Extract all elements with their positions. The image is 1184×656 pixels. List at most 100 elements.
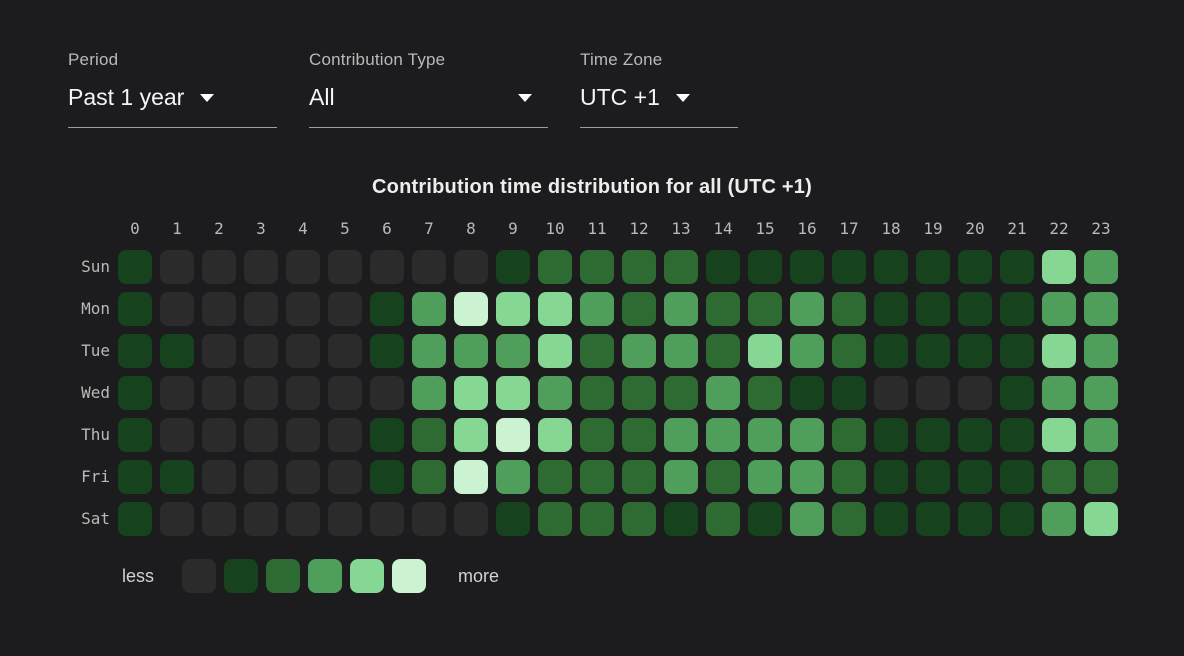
heatmap-cell[interactable]	[1084, 250, 1118, 284]
heatmap-cell[interactable]	[118, 292, 152, 326]
heatmap-cell[interactable]	[202, 292, 236, 326]
heatmap-cell[interactable]	[118, 502, 152, 536]
heatmap-cell[interactable]	[1084, 418, 1118, 452]
heatmap-cell[interactable]	[916, 250, 950, 284]
heatmap-cell[interactable]	[370, 460, 404, 494]
heatmap-cell[interactable]	[832, 376, 866, 410]
heatmap-cell[interactable]	[1000, 250, 1034, 284]
heatmap-cell[interactable]	[286, 376, 320, 410]
heatmap-cell[interactable]	[580, 334, 614, 368]
heatmap-cell[interactable]	[328, 418, 362, 452]
heatmap-cell[interactable]	[916, 418, 950, 452]
heatmap-cell[interactable]	[916, 460, 950, 494]
heatmap-cell[interactable]	[958, 418, 992, 452]
heatmap-cell[interactable]	[916, 334, 950, 368]
heatmap-cell[interactable]	[160, 376, 194, 410]
heatmap-cell[interactable]	[790, 502, 824, 536]
heatmap-cell[interactable]	[328, 460, 362, 494]
heatmap-cell[interactable]	[412, 502, 446, 536]
heatmap-cell[interactable]	[328, 292, 362, 326]
heatmap-cell[interactable]	[664, 418, 698, 452]
heatmap-cell[interactable]	[664, 460, 698, 494]
heatmap-cell[interactable]	[1042, 502, 1076, 536]
heatmap-cell[interactable]	[832, 502, 866, 536]
heatmap-cell[interactable]	[664, 376, 698, 410]
heatmap-cell[interactable]	[748, 460, 782, 494]
heatmap-cell[interactable]	[580, 418, 614, 452]
heatmap-cell[interactable]	[1000, 460, 1034, 494]
heatmap-cell[interactable]	[1042, 334, 1076, 368]
heatmap-cell[interactable]	[706, 334, 740, 368]
heatmap-cell[interactable]	[454, 418, 488, 452]
heatmap-cell[interactable]	[1084, 334, 1118, 368]
heatmap-cell[interactable]	[412, 460, 446, 494]
heatmap-cell[interactable]	[580, 502, 614, 536]
heatmap-cell[interactable]	[874, 292, 908, 326]
heatmap-cell[interactable]	[118, 376, 152, 410]
heatmap-cell[interactable]	[790, 334, 824, 368]
heatmap-cell[interactable]	[454, 502, 488, 536]
heatmap-cell[interactable]	[1000, 334, 1034, 368]
heatmap-cell[interactable]	[958, 460, 992, 494]
heatmap-cell[interactable]	[622, 502, 656, 536]
heatmap-cell[interactable]	[370, 292, 404, 326]
heatmap-cell[interactable]	[748, 250, 782, 284]
heatmap-cell[interactable]	[664, 334, 698, 368]
heatmap-cell[interactable]	[958, 292, 992, 326]
heatmap-cell[interactable]	[286, 292, 320, 326]
heatmap-cell[interactable]	[1084, 292, 1118, 326]
heatmap-cell[interactable]	[664, 250, 698, 284]
heatmap-cell[interactable]	[328, 376, 362, 410]
heatmap-cell[interactable]	[160, 334, 194, 368]
heatmap-cell[interactable]	[790, 376, 824, 410]
heatmap-cell[interactable]	[748, 418, 782, 452]
heatmap-cell[interactable]	[706, 418, 740, 452]
heatmap-cell[interactable]	[790, 460, 824, 494]
heatmap-cell[interactable]	[1000, 292, 1034, 326]
heatmap-cell[interactable]	[496, 460, 530, 494]
heatmap-cell[interactable]	[1042, 460, 1076, 494]
heatmap-cell[interactable]	[370, 250, 404, 284]
heatmap-cell[interactable]	[118, 460, 152, 494]
heatmap-cell[interactable]	[958, 502, 992, 536]
heatmap-cell[interactable]	[622, 460, 656, 494]
heatmap-cell[interactable]	[916, 502, 950, 536]
heatmap-cell[interactable]	[664, 502, 698, 536]
heatmap-cell[interactable]	[790, 250, 824, 284]
heatmap-cell[interactable]	[916, 376, 950, 410]
heatmap-cell[interactable]	[244, 460, 278, 494]
heatmap-cell[interactable]	[580, 250, 614, 284]
heatmap-cell[interactable]	[412, 376, 446, 410]
heatmap-cell[interactable]	[286, 460, 320, 494]
heatmap-cell[interactable]	[412, 292, 446, 326]
heatmap-cell[interactable]	[244, 418, 278, 452]
heatmap-cell[interactable]	[118, 250, 152, 284]
heatmap-cell[interactable]	[328, 502, 362, 536]
heatmap-cell[interactable]	[706, 502, 740, 536]
heatmap-cell[interactable]	[202, 418, 236, 452]
heatmap-cell[interactable]	[832, 250, 866, 284]
heatmap-cell[interactable]	[706, 376, 740, 410]
heatmap-cell[interactable]	[1000, 418, 1034, 452]
heatmap-cell[interactable]	[790, 418, 824, 452]
heatmap-cell[interactable]	[1084, 502, 1118, 536]
heatmap-cell[interactable]	[538, 334, 572, 368]
heatmap-cell[interactable]	[118, 334, 152, 368]
heatmap-cell[interactable]	[748, 376, 782, 410]
heatmap-cell[interactable]	[412, 334, 446, 368]
heatmap-cell[interactable]	[202, 334, 236, 368]
heatmap-cell[interactable]	[1042, 250, 1076, 284]
heatmap-cell[interactable]	[748, 502, 782, 536]
heatmap-cell[interactable]	[538, 292, 572, 326]
heatmap-cell[interactable]	[412, 418, 446, 452]
heatmap-cell[interactable]	[202, 250, 236, 284]
heatmap-cell[interactable]	[706, 292, 740, 326]
heatmap-cell[interactable]	[622, 292, 656, 326]
heatmap-cell[interactable]	[370, 376, 404, 410]
heatmap-cell[interactable]	[160, 418, 194, 452]
heatmap-cell[interactable]	[286, 250, 320, 284]
period-dropdown[interactable]: Past 1 year	[68, 70, 277, 128]
heatmap-cell[interactable]	[496, 250, 530, 284]
heatmap-cell[interactable]	[748, 292, 782, 326]
heatmap-cell[interactable]	[538, 250, 572, 284]
